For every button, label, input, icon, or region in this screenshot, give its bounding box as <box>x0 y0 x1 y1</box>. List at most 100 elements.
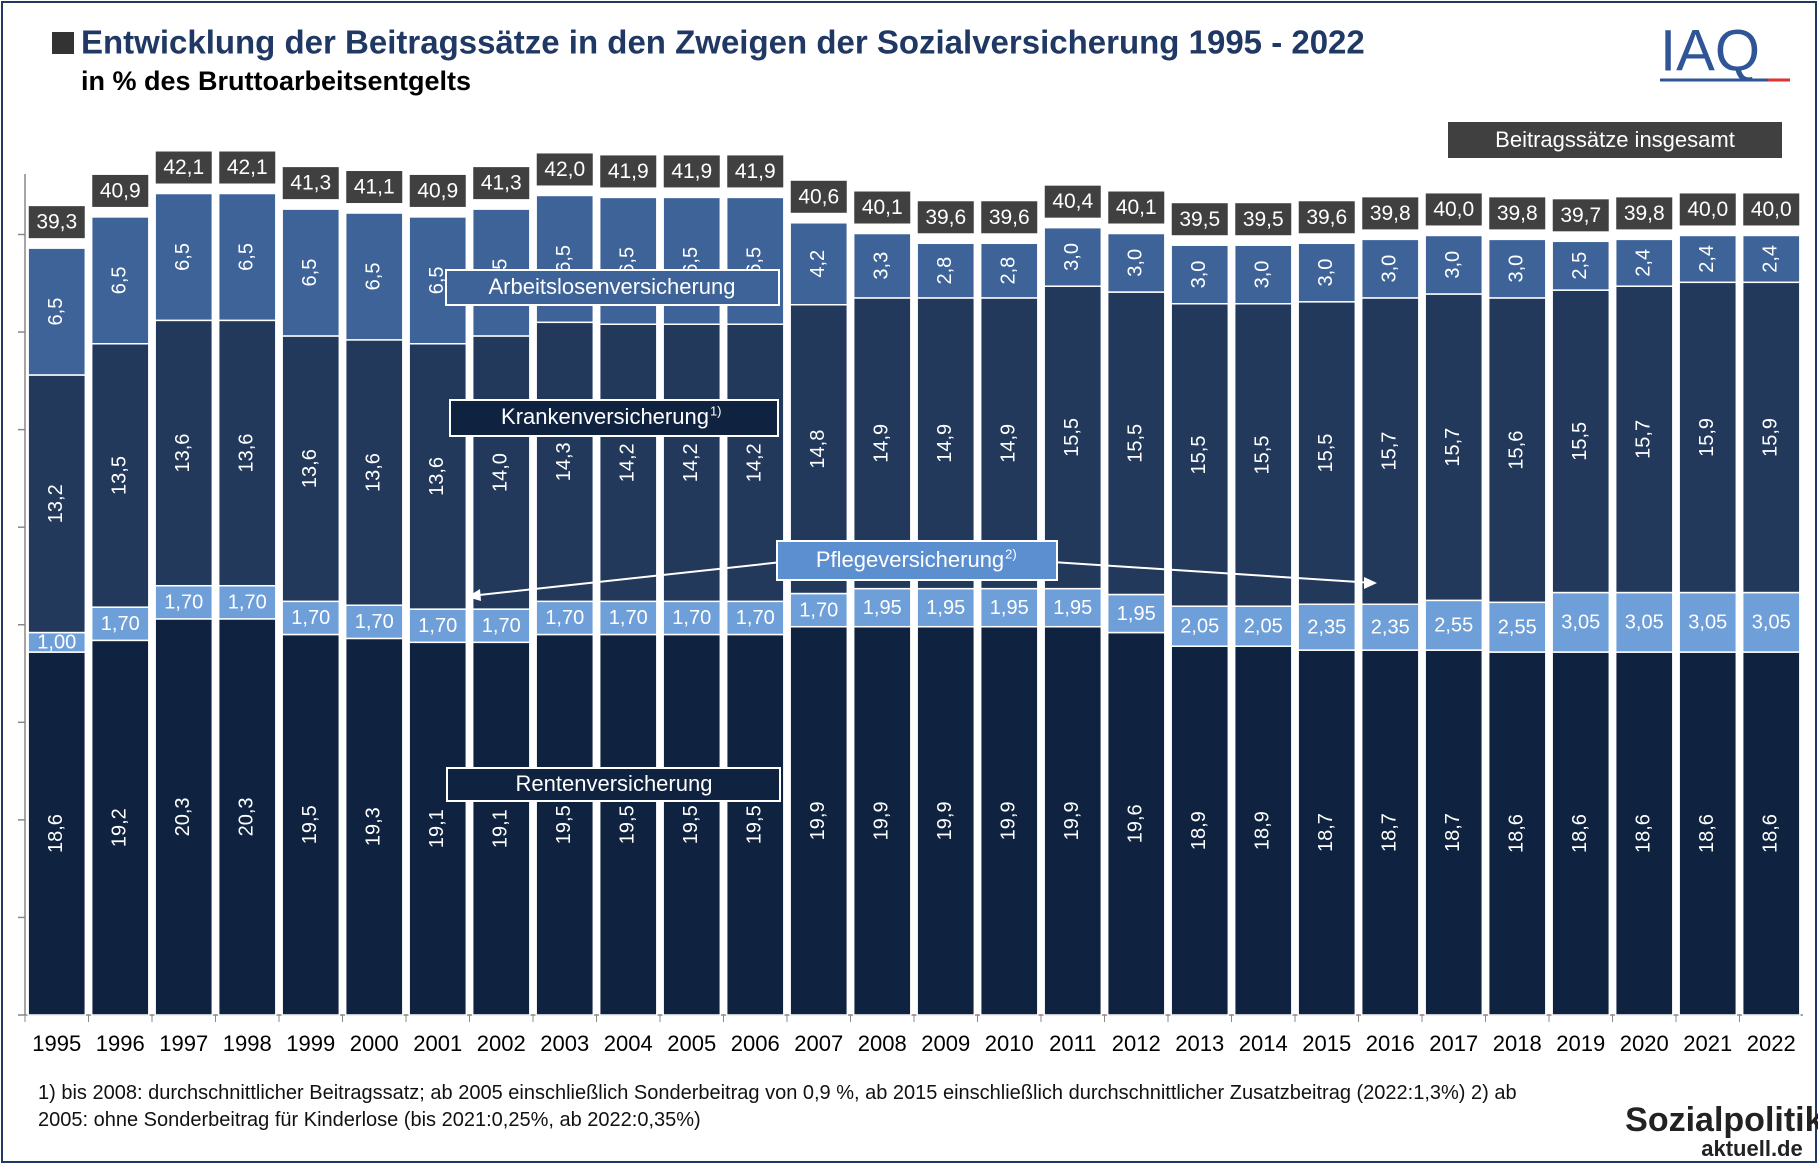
value-label: 18,6 <box>1760 814 1782 853</box>
x-tick-label: 2004 <box>604 1031 653 1056</box>
value-label: 15,9 <box>1760 418 1782 457</box>
x-tick-label: 2007 <box>794 1031 843 1056</box>
title-marker <box>52 32 74 54</box>
value-label: 1,70 <box>482 615 521 637</box>
legend-label: Krankenversicherung <box>501 404 709 429</box>
value-label: 3,0 <box>1061 243 1083 271</box>
total-label: 40,0 <box>1751 198 1792 221</box>
value-label: 3,0 <box>1188 261 1210 289</box>
value-label: 14,9 <box>998 424 1020 463</box>
x-tick-label: 2020 <box>1620 1031 1669 1056</box>
x-tick-label: 2001 <box>413 1031 462 1056</box>
x-tick-label: 1998 <box>223 1031 272 1056</box>
value-label: 13,6 <box>363 453 385 492</box>
value-label: 15,5 <box>1188 436 1210 475</box>
value-label: 6,5 <box>172 243 194 271</box>
total-label: 39,6 <box>925 206 966 229</box>
value-label: 4,2 <box>807 250 829 278</box>
value-label: 13,5 <box>109 456 131 495</box>
total-label: 39,6 <box>989 206 1030 229</box>
value-label: 2,55 <box>1498 616 1537 638</box>
value-label: 3,0 <box>1506 255 1528 283</box>
value-label: 1,70 <box>799 599 838 621</box>
value-label: 2,4 <box>1633 249 1655 277</box>
value-label: 13,6 <box>299 449 321 488</box>
x-tick-label: 2014 <box>1239 1031 1288 1056</box>
value-label: 2,55 <box>1434 615 1473 637</box>
value-label: 3,0 <box>1252 261 1274 289</box>
value-label: 19,9 <box>807 801 829 840</box>
x-tick-label: 2021 <box>1683 1031 1732 1056</box>
value-label: 3,0 <box>1379 255 1401 283</box>
value-label: 18,9 <box>1252 811 1274 850</box>
value-label: 2,05 <box>1244 615 1283 637</box>
value-label: 20,3 <box>172 797 194 836</box>
value-label: 14,2 <box>680 443 702 482</box>
value-label: 6,5 <box>299 259 321 287</box>
legend-footnote: 2) <box>1005 546 1017 561</box>
value-label: 3,05 <box>1625 612 1664 634</box>
total-label: 39,8 <box>1624 202 1665 225</box>
value-label: 19,5 <box>299 805 321 844</box>
value-label: 18,6 <box>1506 814 1528 853</box>
value-label: 19,9 <box>1061 801 1083 840</box>
value-label: 14,0 <box>490 453 512 492</box>
value-label: 13,2 <box>45 484 67 523</box>
x-tick-label: 2010 <box>985 1031 1034 1056</box>
plot: 199518,61,0013,26,539,3199619,21,7013,56… <box>18 152 1803 1056</box>
x-tick-label: 2003 <box>540 1031 589 1056</box>
value-label: 1,00 <box>37 632 76 654</box>
value-label: 3,0 <box>1315 259 1337 287</box>
total-label: 39,7 <box>1560 204 1601 227</box>
value-label: 18,6 <box>1633 814 1655 853</box>
x-tick-label: 2016 <box>1366 1031 1415 1056</box>
footnote: 1) bis 2008: durchschnittlicher Beitrags… <box>38 1080 1518 1134</box>
value-label: 19,9 <box>934 801 956 840</box>
chart-title: Entwicklung der Beitragssätze in den Zwe… <box>81 24 1365 61</box>
value-label: 19,5 <box>617 805 639 844</box>
chart: Entwicklung der Beitragssätze in den Zwe… <box>0 0 1818 1164</box>
value-label: 15,7 <box>1633 420 1655 459</box>
total-label: 40,1 <box>1116 196 1157 219</box>
value-label: 1,70 <box>355 611 394 633</box>
value-label: 1,95 <box>1053 597 1092 619</box>
value-label: 2,8 <box>934 257 956 285</box>
value-label: 14,2 <box>617 443 639 482</box>
value-label: 3,05 <box>1688 612 1727 634</box>
value-label: 6,5 <box>363 263 385 291</box>
x-tick-label: 2022 <box>1747 1031 1796 1056</box>
total-label: 39,6 <box>1306 206 1347 229</box>
value-label: 6,5 <box>553 245 575 273</box>
value-label: 1,70 <box>291 607 330 629</box>
value-label: 6,5 <box>426 266 448 294</box>
total-label: 41,3 <box>290 172 331 195</box>
x-tick-label: 2000 <box>350 1031 399 1056</box>
x-tick-label: 2002 <box>477 1031 526 1056</box>
value-label: 18,9 <box>1188 811 1210 850</box>
value-label: 18,6 <box>1696 814 1718 853</box>
legend-label: Arbeitslosenversicherung <box>488 274 735 299</box>
chart-subtitle: in % des Bruttoarbeitsentgelts <box>81 66 471 96</box>
value-label: 2,35 <box>1371 616 1410 638</box>
value-label: 19,5 <box>744 805 766 844</box>
x-tick-label: 1995 <box>32 1031 81 1056</box>
value-label: 1,70 <box>418 615 457 637</box>
value-label: 3,05 <box>1561 612 1600 634</box>
total-label: 40,0 <box>1433 198 1474 221</box>
value-label: 1,70 <box>228 592 267 614</box>
x-tick-label: 2017 <box>1429 1031 1478 1056</box>
value-label: 18,7 <box>1379 813 1401 852</box>
x-tick-label: 2015 <box>1302 1031 1351 1056</box>
total-label: 41,1 <box>354 176 395 199</box>
value-label: 6,5 <box>236 243 258 271</box>
value-label: 18,7 <box>1315 813 1337 852</box>
total-label: 39,8 <box>1370 202 1411 225</box>
value-label: 14,9 <box>871 424 893 463</box>
value-label: 13,6 <box>426 457 448 496</box>
value-label: 19,9 <box>998 801 1020 840</box>
value-label: 19,5 <box>553 805 575 844</box>
x-tick-label: 2013 <box>1175 1031 1224 1056</box>
legend-label: Rentenversicherung <box>516 771 713 796</box>
value-label: 1,70 <box>609 607 648 629</box>
total-label: 41,3 <box>481 172 522 195</box>
